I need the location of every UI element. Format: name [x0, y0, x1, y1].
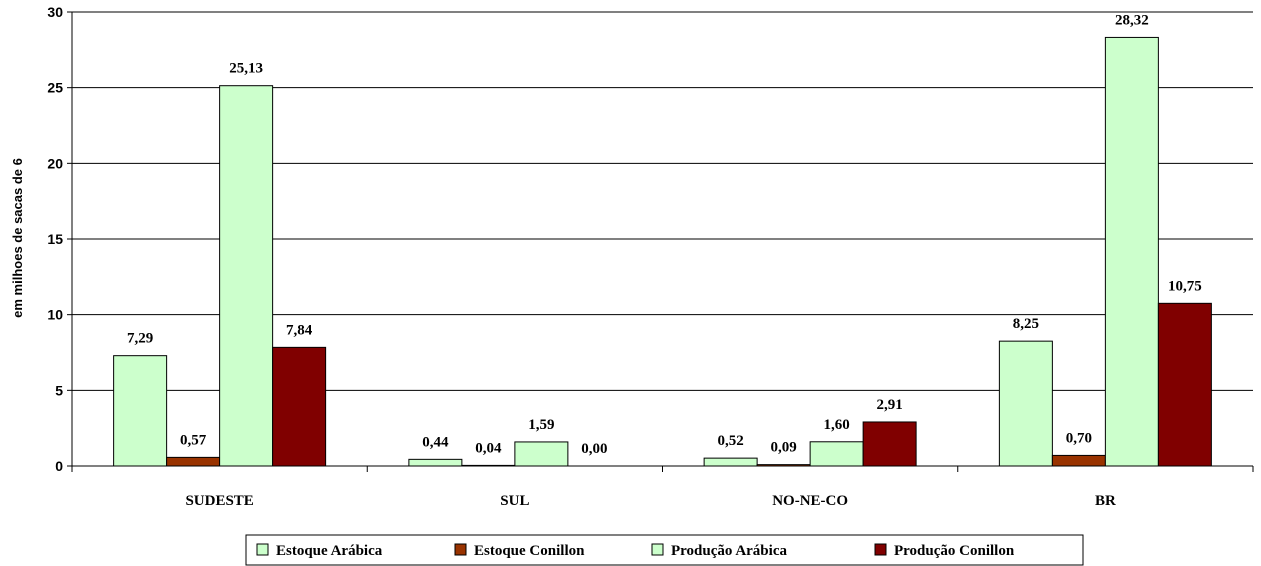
data-label: 28,32	[1115, 12, 1149, 28]
data-label: 1,59	[528, 417, 554, 433]
category-label: SUL	[500, 493, 529, 509]
data-label: 0,70	[1066, 430, 1092, 446]
data-label: 0,00	[581, 441, 607, 457]
bar	[1157, 302, 1212, 467]
y-tick-label: 0	[55, 458, 63, 474]
data-label: 0,04	[475, 440, 502, 456]
y-tick-label: 15	[47, 231, 63, 247]
bar	[514, 441, 569, 467]
legend-box	[245, 534, 1084, 566]
bar	[1051, 454, 1106, 467]
x-axis-categories: SUDESTE SUL NO-NE-CO BR	[71, 466, 1254, 509]
legend-swatch	[874, 543, 887, 556]
legend: Estoque Arábica Estoque Conillon Produção …	[245, 534, 1084, 566]
bar	[809, 441, 864, 467]
y-axis-label: em milhoes de sacas de 6	[10, 158, 25, 318]
bar	[272, 346, 327, 467]
y-tick-label: 20	[47, 155, 63, 171]
y-axis-ticks: 0 5 10 15 20 25 30	[47, 4, 72, 474]
bar	[113, 355, 168, 467]
bars	[113, 36, 1212, 467]
data-label: 10,75	[1168, 278, 1202, 294]
y-tick-label: 10	[47, 307, 63, 323]
bar	[862, 421, 917, 467]
legend-label: Produção Conillon	[894, 543, 1015, 559]
bar	[998, 340, 1053, 467]
legend-swatch	[454, 543, 467, 556]
legend-swatch	[651, 543, 664, 556]
data-label: 0,52	[718, 433, 744, 449]
bar	[408, 458, 463, 467]
y-tick-label: 30	[47, 4, 63, 20]
data-label: 2,91	[877, 397, 903, 413]
category-label: BR	[1095, 493, 1116, 509]
data-label: 7,84	[286, 322, 313, 338]
data-label: 0,44	[422, 434, 449, 450]
category-label: SUDESTE	[185, 493, 253, 509]
y-tick-label: 5	[55, 382, 63, 398]
data-label: 0,57	[180, 432, 207, 448]
legend-label: Estoque Conillon	[474, 543, 585, 559]
legend-swatch	[256, 543, 269, 556]
bar	[219, 85, 274, 467]
data-label: 0,09	[771, 440, 797, 456]
data-label: 1,60	[824, 417, 850, 433]
y-tick-label: 25	[47, 80, 63, 96]
data-label: 7,29	[127, 331, 153, 347]
category-label: NO-NE-CO	[772, 493, 848, 509]
bar	[703, 457, 758, 467]
data-label: 25,13	[229, 61, 263, 77]
data-labels: 7,29 0,57 25,13 7,84 0,44 0,04 1,59 0,00 0,52 0,0…	[127, 12, 1202, 457]
bar	[1104, 36, 1159, 467]
bar	[166, 456, 221, 467]
legend-label: Produção Arábica	[671, 543, 787, 559]
legend-label: Estoque Arábica	[276, 543, 383, 559]
data-label: 8,25	[1013, 316, 1039, 332]
